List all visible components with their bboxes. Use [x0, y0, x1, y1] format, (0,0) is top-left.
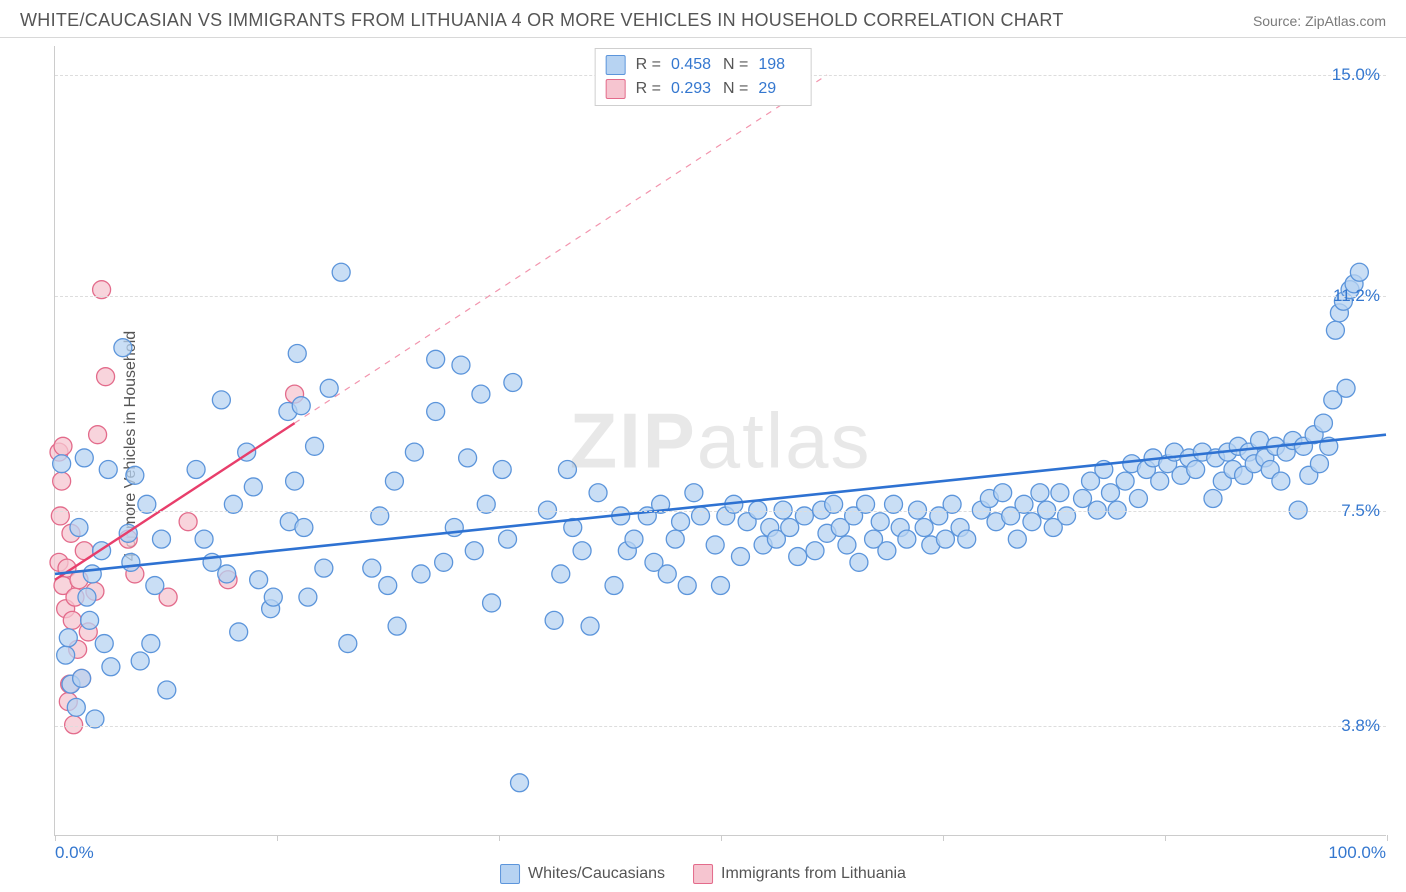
y-tick-label: 3.8%	[1341, 716, 1380, 736]
legend-item: Immigrants from Lithuania	[693, 864, 906, 884]
x-tick-label-right: 100.0%	[1328, 843, 1386, 863]
y-tick-label: 15.0%	[1332, 65, 1380, 85]
scatter-plot-svg	[55, 46, 1386, 835]
legend-series: Whites/Caucasians Immigrants from Lithua…	[500, 864, 906, 884]
legend-row: R = 0.293 N = 29	[606, 77, 801, 101]
chart-plot-area: ZIPatlas 3.8%7.5%11.2%15.0%0.0%100.0%	[54, 46, 1386, 836]
legend-swatch-blue	[606, 55, 626, 75]
chart-header: WHITE/CAUCASIAN VS IMMIGRANTS FROM LITHU…	[0, 0, 1406, 38]
x-tick-label-left: 0.0%	[55, 843, 94, 863]
legend-swatch-pink	[693, 864, 713, 884]
legend-swatch-pink	[606, 79, 626, 99]
y-tick-label: 7.5%	[1341, 501, 1380, 521]
legend-item: Whites/Caucasians	[500, 864, 665, 884]
source-label: Source: ZipAtlas.com	[1253, 13, 1386, 29]
chart-title: WHITE/CAUCASIAN VS IMMIGRANTS FROM LITHU…	[20, 10, 1064, 31]
legend-row: R = 0.458 N = 198	[606, 53, 801, 77]
y-tick-label: 11.2%	[1333, 286, 1380, 306]
legend-correlation-box: R = 0.458 N = 198 R = 0.293 N = 29	[595, 48, 812, 106]
legend-swatch-blue	[500, 864, 520, 884]
